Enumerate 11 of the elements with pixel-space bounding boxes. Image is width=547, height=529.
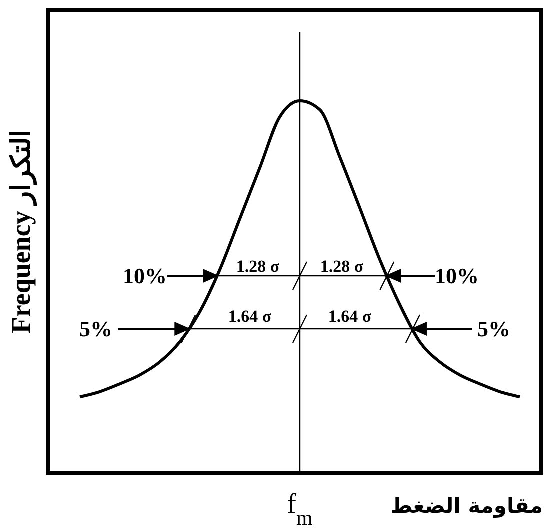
x-axis-title: مقاومة الضغط: [390, 494, 543, 519]
annotation: 10%: [123, 264, 167, 289]
annotation: 1.64 σ: [328, 306, 372, 326]
annotation: 10%: [435, 264, 479, 289]
annotation: 1.64 σ: [228, 306, 272, 326]
annotation: 1.28 σ: [236, 256, 280, 276]
text: f$_{m}$: [287, 489, 313, 529]
y-axis-title: Frequency التكرار: [6, 129, 38, 334]
annotation: 5%: [478, 316, 510, 342]
annotation: 5%: [80, 316, 112, 342]
annotation: 1.28 σ: [320, 256, 364, 276]
